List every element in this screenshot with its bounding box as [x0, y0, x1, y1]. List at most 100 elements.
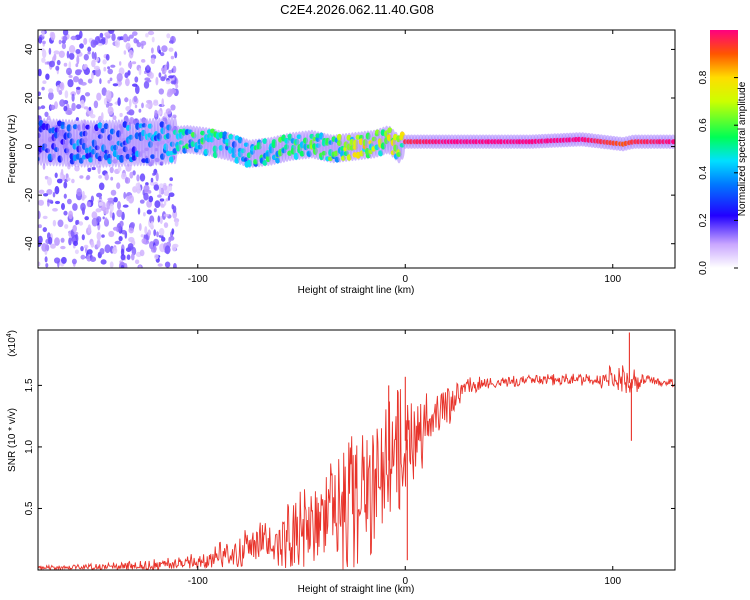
spectrogram-scatter-blob: [60, 237, 65, 243]
spectrogram-scatter-blob: [143, 184, 150, 193]
spectrogram-scatter-blob: [93, 65, 100, 71]
spectrogram-scatter-blob: [129, 98, 132, 108]
spectrogram-ridge-blob: [671, 139, 675, 145]
spectrogram-scatter-blob: [112, 246, 118, 255]
spectrogram-scatter-blob: [155, 76, 159, 86]
spectrogram-scatter-blob: [135, 85, 140, 95]
spectrogram-scatter-blob: [54, 200, 61, 205]
spectrogram-scatter-blob: [149, 215, 155, 224]
spectrogram-scatter-blob: [163, 200, 167, 206]
spectrogram-scatter-blob: [57, 219, 64, 228]
spectrogram-scatter-blob: [136, 42, 142, 48]
spectrogram-scatter-blob: [38, 91, 41, 97]
spectrogram-scatter-blob: [102, 216, 105, 220]
spectrogram-scatter-blob: [128, 49, 134, 59]
spectrogram-scatter-blob: [168, 69, 173, 74]
spectrogram-scatter-blob: [79, 175, 84, 179]
spectrogram-scatter-blob: [139, 199, 145, 204]
spectrogram-scatter-blob: [169, 185, 173, 192]
spectrogram-scatter-blob: [107, 79, 111, 84]
spectrogram-scatter-blob: [114, 240, 122, 245]
spectrogram-scatter-blob: [76, 86, 81, 90]
spectrogram-scatter-blob: [87, 78, 93, 84]
spectrogram-scatter-blob: [125, 106, 131, 112]
spectrogram-scatter-blob: [134, 104, 138, 109]
snr-scale-prefix: (x10: [7, 337, 18, 357]
spectrogram-ridge-blob: [168, 156, 174, 163]
spectrogram-scatter-blob: [46, 189, 53, 195]
spectrogram-scatter-blob: [68, 61, 72, 70]
colorbar-tick-label: 0.6: [698, 118, 709, 132]
spectrogram-scatter-blob: [153, 184, 160, 191]
spectrogram-scatter-blob: [165, 108, 172, 115]
spectrogram-scatter-blob: [162, 184, 168, 191]
spectrogram-scatter-blob: [52, 191, 56, 198]
spectrogram-scatter-blob: [141, 102, 144, 109]
spectrogram-scatter-blob: [117, 97, 121, 107]
spectrogram-scatter-blob: [170, 104, 176, 111]
spectrogram-scatter-blob: [141, 59, 146, 63]
spectrogram-scatter-blob: [64, 224, 69, 229]
spectrogram-scatter-blob: [59, 82, 64, 89]
spectrogram-scatter-blob: [109, 261, 114, 268]
colorbar: 0.0 0.2 0.4 0.6 0.8 Normalized spectral ampl…: [698, 30, 748, 275]
spectrogram-scatter-blob: [128, 34, 134, 39]
spectrogram-ylabel: Frequency (Hz): [7, 115, 18, 184]
spectrogram-scatter-blob: [127, 61, 133, 69]
spectrogram-scatter-blob: [175, 84, 179, 89]
spectrogram-scatter-blob: [174, 220, 179, 227]
spectrogram-scatter-blob: [63, 181, 68, 189]
spectrogram-scatter-blob: [41, 57, 46, 63]
spectrogram-xlabel: Height of straight line (km): [298, 285, 415, 296]
spectrogram-scatter-blob: [124, 263, 128, 268]
spectrogram-scatter-blob: [78, 221, 84, 226]
spectrogram-scatter-blob: [145, 33, 149, 38]
spectrogram-scatter-blob: [100, 259, 107, 265]
spectrogram-scatter-blob: [143, 192, 149, 201]
spectrogram-scatter-blob: [64, 90, 69, 99]
spectrogram-scatter-blob: [79, 43, 84, 49]
spectrogram-scatter-blob: [99, 32, 104, 38]
colorbar-axes: 0.0 0.2 0.4 0.6 0.8: [698, 70, 738, 275]
spectrogram-scatter-blob: [44, 256, 48, 263]
spectrogram-ytick-label: -20: [24, 187, 35, 202]
spectrogram-scatter-blob: [125, 164, 132, 172]
spectrogram-scatter-blob: [66, 177, 71, 181]
spectrogram-scatter-blob: [60, 245, 66, 250]
spectrogram-scatter-blob: [44, 111, 49, 118]
spectrogram-panel: -100 0 100 -40 -20 0 20 40 Height of straight l…: [7, 29, 676, 296]
spectrogram-scatter-blob: [148, 195, 154, 203]
spectrogram-scatter-blob: [150, 57, 156, 64]
spectrogram-scatter-blob: [68, 45, 76, 54]
spectrogram-scatter-blob: [165, 80, 171, 85]
spectrogram-scatter-blob: [104, 244, 111, 254]
spectrogram-scatter-blob: [124, 72, 129, 79]
spectrogram-scatter-blob: [98, 182, 105, 191]
spectrogram-scatter-blob: [96, 239, 101, 248]
spectrogram-scatter-blob: [54, 257, 61, 264]
spectrogram-scatter-blob: [163, 213, 169, 217]
spectrogram-scatter-blob: [119, 112, 123, 118]
spectrogram-scatter-blob: [109, 203, 114, 213]
spectrogram-scatter-blob: [76, 104, 82, 110]
spectrogram-scatter-blob: [122, 33, 128, 43]
spectrogram-scatter-blob: [96, 216, 102, 223]
spectrogram-scatter-blob: [84, 92, 91, 97]
spectrogram-scatter-blob: [68, 237, 72, 246]
spectrogram-scatter-blob: [152, 245, 157, 253]
spectrogram-scatter-blob: [131, 61, 137, 65]
spectrogram-scatter-blob: [171, 244, 177, 252]
spectrogram-scatter-blob: [110, 176, 114, 181]
spectrogram-scatter-blob: [50, 104, 56, 111]
spectrogram-scatter-blob: [70, 35, 77, 41]
spectrogram-scatter-blob: [170, 80, 177, 85]
spectrogram-scatter-blob: [112, 212, 115, 221]
spectrogram-scatter-blob: [156, 231, 159, 238]
spectrogram-scatter-blob: [157, 215, 161, 223]
spectrogram-scatter-blob: [54, 237, 60, 246]
spectrogram-scatter-blob: [80, 81, 87, 86]
colorbar-tick-label: 0.4: [698, 165, 709, 179]
spectrogram-scatter-blob: [146, 79, 152, 83]
spectrogram-scatter-blob: [105, 54, 110, 61]
